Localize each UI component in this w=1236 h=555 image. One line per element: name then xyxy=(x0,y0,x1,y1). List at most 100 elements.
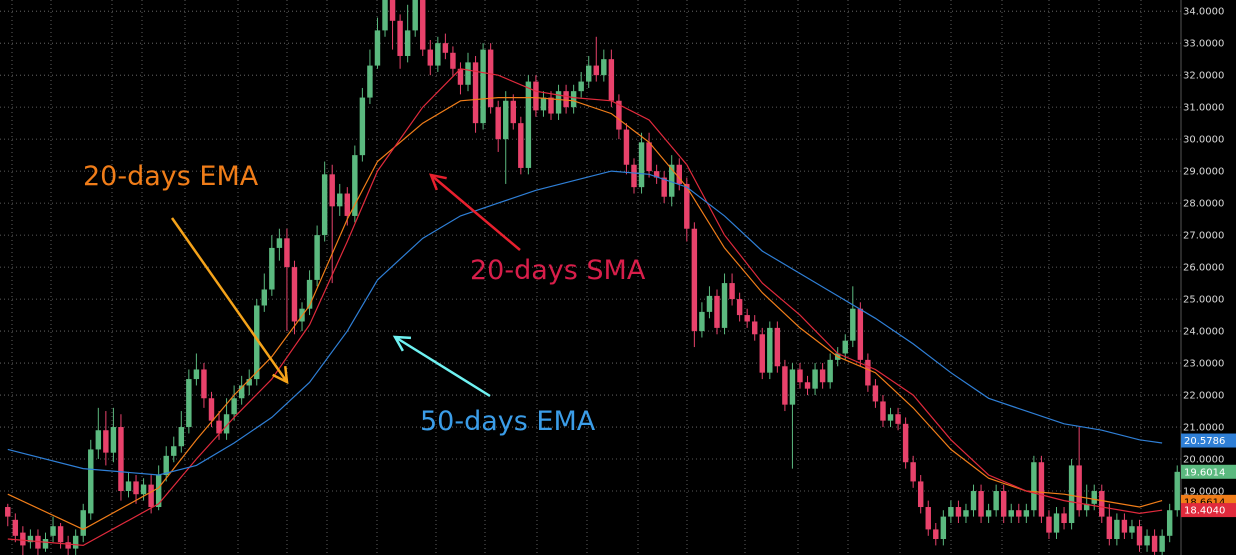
candle-body xyxy=(902,423,909,463)
axis-tick-label: 23.0000 xyxy=(1183,359,1224,370)
candle-body xyxy=(35,535,41,549)
arrow-ema50-head xyxy=(392,335,412,352)
candle-body xyxy=(1136,526,1143,546)
annotation-ema20: 20-days EMA xyxy=(83,161,259,192)
candle-body xyxy=(80,510,86,536)
candle-body xyxy=(548,97,554,114)
annotation-sma20: 20-days SMA xyxy=(470,255,646,286)
candle-body xyxy=(238,385,245,399)
candle-body xyxy=(1061,513,1067,524)
candle-body xyxy=(397,20,403,56)
gridlines xyxy=(0,0,1181,555)
price-badge-bg xyxy=(1181,503,1236,518)
candle-body xyxy=(216,420,222,434)
candle-body xyxy=(797,369,803,383)
candle-body xyxy=(306,279,313,309)
candle-body xyxy=(487,49,494,108)
candle-body xyxy=(774,327,781,367)
candle-body xyxy=(133,481,139,495)
candle-body xyxy=(578,81,584,92)
candle-body xyxy=(1046,516,1052,533)
candle-body xyxy=(404,30,411,56)
candle-body xyxy=(706,295,713,312)
candle-body xyxy=(887,414,894,421)
candle-body xyxy=(1166,510,1173,536)
candle-body xyxy=(1000,491,1007,517)
candle-body xyxy=(163,455,169,476)
candle-body xyxy=(269,247,275,290)
candle-body xyxy=(261,289,268,306)
candle-body xyxy=(699,311,705,332)
candle-body xyxy=(95,430,102,450)
candle-body xyxy=(72,535,79,549)
candle-body xyxy=(510,100,516,124)
candle-body xyxy=(382,0,388,31)
candle-body xyxy=(608,59,615,101)
candle-body xyxy=(88,449,94,514)
candle-body xyxy=(518,123,524,168)
candle-body xyxy=(638,142,645,188)
price-badge-bg xyxy=(1181,433,1236,448)
candle-body xyxy=(985,510,992,517)
annotation-arrows xyxy=(170,173,521,398)
price-badge-bg xyxy=(1181,464,1236,479)
candle-body xyxy=(412,0,418,31)
candle-body xyxy=(57,526,64,543)
candle-body xyxy=(427,49,434,66)
candle-body xyxy=(872,385,879,402)
candle-body xyxy=(103,430,109,453)
candle-body xyxy=(759,334,765,373)
candle-body xyxy=(1008,510,1014,517)
candle-body xyxy=(118,427,124,492)
axis-tick-label: 28.0000 xyxy=(1183,199,1224,210)
candle-body xyxy=(540,97,547,111)
candle-body xyxy=(50,526,56,536)
candle-body xyxy=(495,107,501,140)
candle-body xyxy=(721,283,728,328)
candle-body xyxy=(5,507,11,517)
line-ema20 xyxy=(7,96,1163,531)
candle-body xyxy=(246,379,252,386)
candle-body xyxy=(782,366,788,405)
arrow-ema50-shaft xyxy=(394,335,491,398)
annotation-labels: 20-days EMA 20-days SMA 50-days EMA xyxy=(83,161,646,437)
candle-body xyxy=(661,177,667,197)
candle-body xyxy=(1083,503,1090,511)
axis-tick-label: 34.0000 xyxy=(1183,7,1224,18)
candle-body xyxy=(623,129,630,165)
price-badge-label: 18.4040 xyxy=(1184,506,1225,517)
candle-body xyxy=(955,507,962,517)
candle-body xyxy=(525,81,532,168)
candle-body xyxy=(20,532,26,546)
candle-body xyxy=(321,174,328,236)
candle-body xyxy=(917,481,924,508)
candle-body xyxy=(503,100,509,140)
axis-tick-label: 22.0000 xyxy=(1183,391,1224,402)
candle-body xyxy=(12,519,19,536)
candle-body xyxy=(767,327,773,373)
axis-tick-label: 32.0000 xyxy=(1183,71,1224,82)
axis-tick-label: 21.0000 xyxy=(1183,423,1224,434)
candle-body xyxy=(1091,491,1097,504)
candle-body xyxy=(1099,491,1105,517)
candle-body xyxy=(1106,516,1113,540)
axis-tick-label: 33.0000 xyxy=(1183,39,1224,50)
candle-body xyxy=(684,183,690,229)
candle-body xyxy=(329,174,335,207)
candle-body xyxy=(201,369,207,399)
candle-body xyxy=(1174,471,1180,511)
candle-body xyxy=(850,308,856,341)
candle-body xyxy=(352,155,358,216)
candle-body xyxy=(140,484,147,495)
arrow-sma20-shaft xyxy=(430,174,521,251)
candle-body xyxy=(1023,510,1030,517)
candle-body xyxy=(729,283,735,300)
candle-body xyxy=(337,193,343,207)
axis-tick-label: 30.0000 xyxy=(1183,135,1224,146)
candle-body xyxy=(691,228,698,332)
candle-body xyxy=(789,369,796,405)
price-axis[interactable]: 34.0000 33.0000 32.0000 31.0000 30.0000 29.00… xyxy=(1180,0,1224,555)
candle-body xyxy=(842,340,848,354)
